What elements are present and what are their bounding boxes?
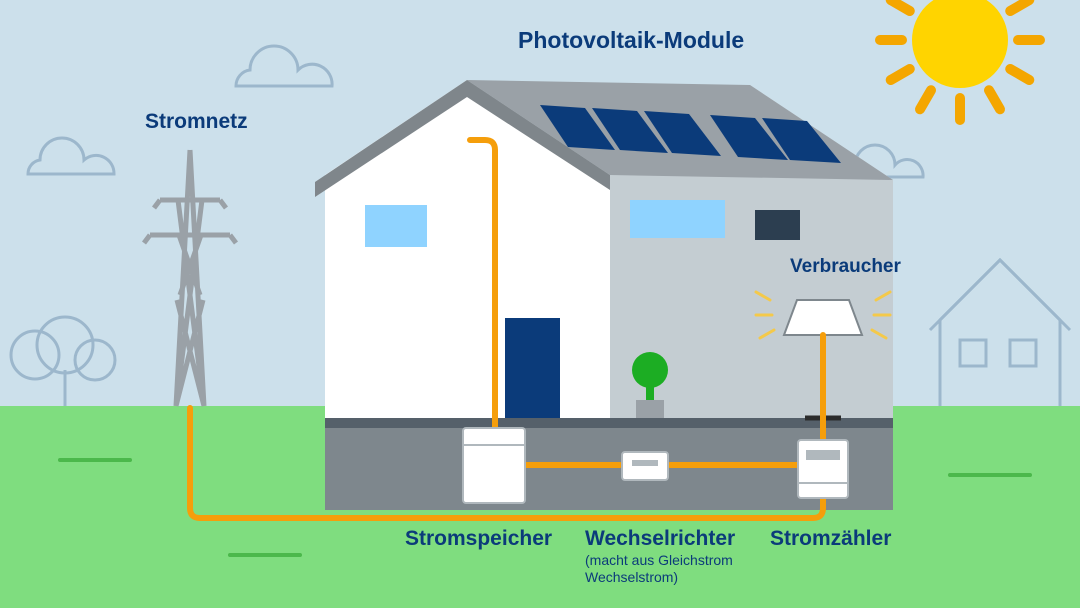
storage-device bbox=[463, 428, 525, 503]
label-wechsel-sub1: (macht aus Gleichstrom bbox=[585, 552, 733, 568]
label-speicher: Stromspeicher bbox=[405, 527, 552, 550]
pv-system-diagram: Stromnetz Photovoltaik-Module Verbrauche… bbox=[0, 0, 1080, 608]
label-verbraucher: Verbraucher bbox=[790, 256, 901, 277]
label-wechsel-sub2: Wechselstrom) bbox=[585, 569, 678, 585]
window-dark bbox=[755, 210, 800, 240]
label-zaehler: Stromzähler bbox=[770, 527, 891, 550]
label-wechsel: Wechselrichter bbox=[585, 527, 735, 550]
meter-device bbox=[798, 440, 848, 498]
window bbox=[630, 200, 725, 238]
label-stromnetz: Stromnetz bbox=[145, 110, 248, 133]
door bbox=[505, 318, 560, 418]
window bbox=[365, 205, 427, 247]
inverter-device bbox=[622, 452, 668, 480]
label-pv: Photovoltaik-Module bbox=[518, 27, 744, 53]
